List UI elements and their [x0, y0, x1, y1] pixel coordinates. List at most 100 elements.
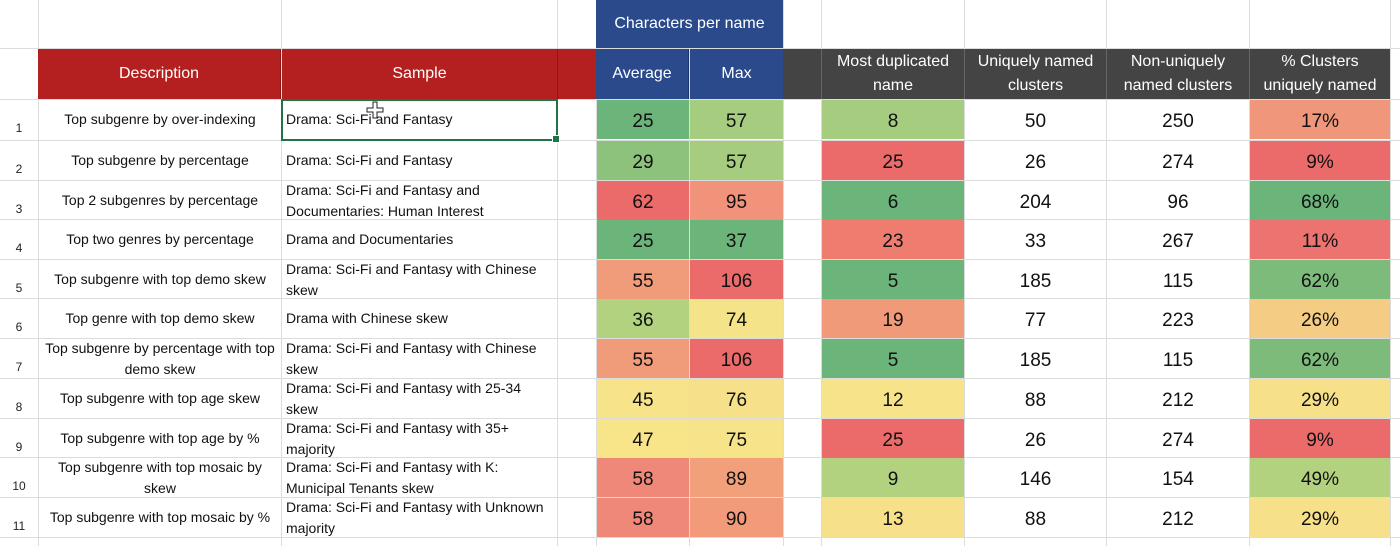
average-cell[interactable]: 58 — [597, 458, 689, 497]
max-cell[interactable]: 76 — [690, 379, 783, 418]
max-cell[interactable]: 75 — [690, 419, 783, 458]
non-uniquely-named-cell[interactable]: 223 — [1107, 299, 1249, 338]
sample-cell[interactable]: Drama: Sci-Fi and Fantasy — [282, 141, 557, 180]
pct-uniquely-named-cell[interactable]: 9% — [1250, 419, 1390, 458]
description-cell[interactable]: Top subgenre by over-indexing — [39, 100, 281, 139]
max-cell[interactable]: 106 — [690, 339, 783, 378]
average-cell[interactable]: 55 — [597, 260, 689, 299]
most-duplicated-cell[interactable]: 9 — [822, 458, 964, 497]
most-duplicated-cell[interactable]: 25 — [822, 141, 964, 180]
most-duplicated-cell[interactable]: 25 — [822, 419, 964, 458]
most-duplicated-header[interactable]: Most duplicated name — [821, 49, 964, 99]
uniquely-named-cell[interactable]: 50 — [965, 100, 1106, 139]
description-cell[interactable]: Top 2 subgenres by percentage — [39, 181, 281, 220]
non-uniquely-named-cell[interactable]: 274 — [1107, 141, 1249, 180]
pct-uniquely-named-cell[interactable]: 29% — [1250, 379, 1390, 418]
uniquely-named-cell[interactable]: 33 — [965, 220, 1106, 259]
average-cell[interactable]: 47 — [597, 419, 689, 458]
max-cell[interactable]: 57 — [690, 141, 783, 180]
uniquely-named-cell[interactable]: 88 — [965, 379, 1106, 418]
sample-cell[interactable]: Drama: Sci-Fi and Fantasy with Chinese s… — [282, 260, 557, 299]
most-duplicated-cell[interactable]: 5 — [822, 260, 964, 299]
non-uniquely-named-header[interactable]: Non-uniquely named clusters — [1106, 49, 1249, 99]
uniquely-named-cell[interactable]: 26 — [965, 419, 1106, 458]
non-uniquely-named-cell[interactable]: 96 — [1107, 181, 1249, 220]
description-cell[interactable]: Top subgenre by percentage with top demo… — [39, 339, 281, 378]
uniquely-named-cell[interactable]: 185 — [965, 260, 1106, 299]
description-cell[interactable]: Top subgenre with top mosaic by % — [39, 498, 281, 537]
sample-cell[interactable]: Drama with Chinese skew — [282, 299, 557, 338]
description-cell[interactable]: Top subgenre with top age by % — [39, 419, 281, 458]
average-cell[interactable]: 36 — [597, 299, 689, 338]
sample-cell[interactable]: Drama: Sci-Fi and Fantasy with Chinese s… — [282, 339, 557, 378]
average-cell[interactable]: 58 — [597, 498, 689, 537]
non-uniquely-named-cell[interactable]: 115 — [1107, 339, 1249, 378]
uniquely-named-cell[interactable]: 77 — [965, 299, 1106, 338]
row-number-value: 6 — [15, 320, 23, 334]
average-cell[interactable]: 45 — [597, 379, 689, 418]
sample-header[interactable]: Sample — [282, 49, 557, 99]
sample-cell[interactable]: Drama: Sci-Fi and Fantasy with 25-34 ske… — [282, 379, 557, 418]
most-duplicated-cell[interactable]: 6 — [822, 181, 964, 220]
non-uniquely-named-cell[interactable]: 274 — [1107, 419, 1249, 458]
pct-uniquely-named-cell[interactable]: 68% — [1250, 181, 1390, 220]
max-cell[interactable]: 106 — [690, 260, 783, 299]
sample-cell[interactable]: Drama and Documentaries — [282, 220, 557, 259]
average-cell[interactable]: 25 — [597, 100, 689, 139]
non-uniquely-named-cell[interactable]: 115 — [1107, 260, 1249, 299]
pct-uniquely-named-cell[interactable]: 11% — [1250, 220, 1390, 259]
max-cell[interactable]: 90 — [690, 498, 783, 537]
description-cell[interactable]: Top subgenre with top demo skew — [39, 260, 281, 299]
sample-cell[interactable]: Drama: Sci-Fi and Fantasy and Documentar… — [282, 181, 557, 220]
uniquely-named-cell[interactable]: 185 — [965, 339, 1106, 378]
pct-uniquely-named-cell[interactable]: 17% — [1250, 100, 1390, 139]
description-cell[interactable]: Top subgenre with top age skew — [39, 379, 281, 418]
max-cell[interactable]: 57 — [690, 100, 783, 139]
row-number-value: 7 — [15, 360, 23, 374]
description-cell[interactable]: Top two genres by percentage — [39, 220, 281, 259]
sample-cell[interactable]: Drama: Sci-Fi and Fantasy with Unknown m… — [282, 498, 557, 537]
average-header[interactable]: Average — [596, 49, 689, 99]
sample-cell[interactable]: Drama: Sci-Fi and Fantasy with K: Munici… — [282, 458, 557, 497]
average-cell[interactable]: 55 — [597, 339, 689, 378]
description-cell[interactable]: Top subgenre with top mosaic by skew — [39, 458, 281, 497]
non-uniquely-named-cell[interactable]: 250 — [1107, 100, 1249, 139]
most-duplicated-cell[interactable]: 13 — [822, 498, 964, 537]
max-cell[interactable]: 89 — [690, 458, 783, 497]
max-cell[interactable]: 74 — [690, 299, 783, 338]
max-cell[interactable]: 95 — [690, 181, 783, 220]
average-cell[interactable]: 25 — [597, 220, 689, 259]
most-duplicated-cell[interactable]: 12 — [822, 379, 964, 418]
uniquely-named-cell[interactable]: 88 — [965, 498, 1106, 537]
most-duplicated-cell[interactable]: 5 — [822, 339, 964, 378]
pct-uniquely-named-cell[interactable]: 49% — [1250, 458, 1390, 497]
pct-uniquely-named-cell[interactable]: 26% — [1250, 299, 1390, 338]
non-uniquely-named-cell[interactable]: 212 — [1107, 379, 1249, 418]
max-cell[interactable]: 37 — [690, 220, 783, 259]
pct-uniquely-named-cell[interactable]: 9% — [1250, 141, 1390, 180]
non-uniquely-named-cell[interactable]: 212 — [1107, 498, 1249, 537]
description-header[interactable]: Description — [38, 49, 281, 99]
most-duplicated-cell[interactable]: 23 — [822, 220, 964, 259]
average-cell[interactable]: 29 — [597, 141, 689, 180]
uniquely-named-cell[interactable]: 146 — [965, 458, 1106, 497]
average-cell[interactable]: 62 — [597, 181, 689, 220]
non-uniquely-named-cell[interactable]: 267 — [1107, 220, 1249, 259]
sample-cell[interactable]: Drama: Sci-Fi and Fantasy — [282, 100, 557, 139]
pct-uniquely-named-cell[interactable]: 62% — [1250, 260, 1390, 299]
description-cell[interactable]: Top subgenre by percentage — [39, 141, 281, 180]
non-uniquely-named-cell[interactable]: 154 — [1107, 458, 1249, 497]
sample-cell[interactable]: Drama: Sci-Fi and Fantasy with 35+ major… — [282, 419, 557, 458]
pct-uniquely-named-cell[interactable]: 62% — [1250, 339, 1390, 378]
max-header[interactable]: Max — [690, 49, 783, 99]
pct-uniquely-named-cell[interactable]: 29% — [1250, 498, 1390, 537]
most-duplicated-cell[interactable]: 19 — [822, 299, 964, 338]
uniquely-named-header[interactable]: Uniquely named clusters — [964, 49, 1106, 99]
description-cell[interactable]: Top genre with top demo skew — [39, 299, 281, 338]
most-duplicated-cell[interactable]: 8 — [822, 100, 964, 139]
pct-uniquely-named-header[interactable]: % Clusters uniquely named — [1249, 49, 1390, 99]
uniquely-named-cell[interactable]: 26 — [965, 141, 1106, 180]
row-number-value: 8 — [15, 400, 23, 414]
max-cell-value: 76 — [725, 390, 748, 411]
uniquely-named-cell[interactable]: 204 — [965, 181, 1106, 220]
